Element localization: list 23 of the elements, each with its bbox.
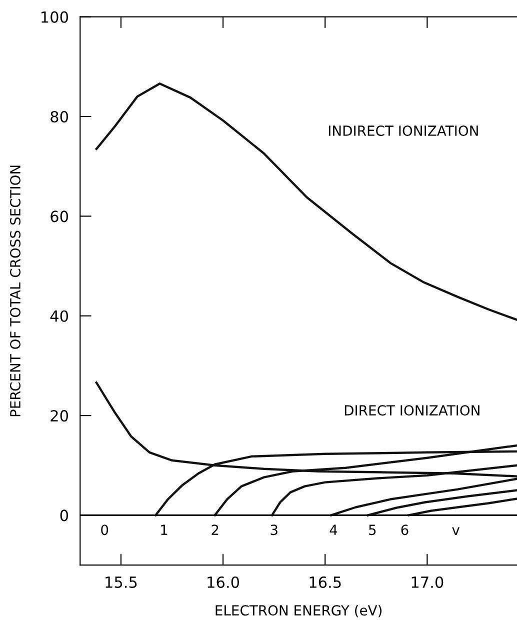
line-series: [95, 82, 517, 321]
x-tick-label: 16.5: [310, 576, 341, 588]
annotation: 6: [401, 524, 408, 536]
x-tick-label: 17.0: [412, 576, 444, 588]
x-axis-title: ELECTRON ENERGY (eV): [216, 604, 382, 618]
y-tick-label: 20: [50, 410, 68, 422]
annotation: INDIRECT IONIZATION: [328, 125, 478, 136]
annotation: 0: [101, 524, 108, 536]
annotation: 2: [212, 524, 218, 535]
annotation: 1: [161, 524, 168, 535]
y-tick-label: 40: [50, 310, 68, 322]
annotation: 3: [270, 524, 278, 536]
y-tick-label: 0: [60, 510, 68, 522]
annotation: 5: [369, 524, 376, 536]
y-axis-title: PERCENT OF TOTAL CROSS SECTION: [10, 166, 21, 416]
annotation: v: [452, 527, 460, 535]
y-tick-label: 60: [50, 210, 68, 222]
y-tick-label: 80: [50, 110, 68, 123]
annotation: 4: [330, 524, 338, 535]
x-tick-label: 15.5: [106, 576, 137, 588]
y-tick-label: 100: [42, 11, 68, 23]
annotation: DIRECT IONIZATION: [344, 405, 480, 416]
x-tick-label: 16.0: [208, 576, 240, 588]
